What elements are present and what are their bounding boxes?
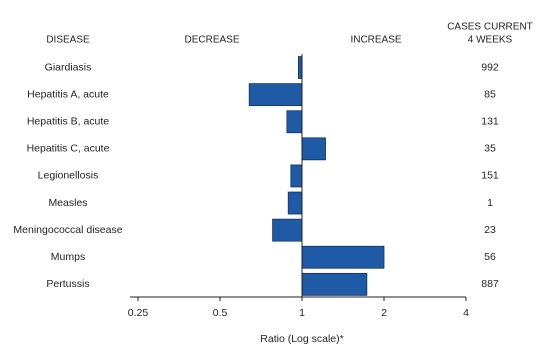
x-tick-label: 1	[299, 307, 305, 319]
category-label: Mumps	[51, 251, 85, 263]
category-label: Hepatitis B, acute	[27, 116, 109, 128]
category-label: Pertussis	[46, 278, 89, 290]
x-tick-label: 2	[381, 307, 387, 319]
bar	[301, 272, 368, 296]
cases-value: 35	[484, 143, 496, 155]
header-cases: CASES CURRENT	[447, 22, 533, 33]
bar	[286, 110, 303, 134]
category-label: Hepatitis C, acute	[27, 143, 110, 155]
cases-value: 1	[487, 197, 493, 209]
category-label: Meningococcal disease	[13, 224, 122, 236]
header-increase: INCREASE	[350, 35, 401, 46]
bar	[301, 137, 326, 161]
header-cases: 4 WEEKS	[468, 35, 513, 46]
bar	[248, 83, 303, 107]
x-axis-label: Ratio (Log scale)*	[260, 333, 343, 345]
x-tick-label: 0.25	[128, 307, 149, 319]
cases-value: 85	[484, 88, 496, 100]
cases-value: 151	[481, 170, 499, 182]
bar	[301, 245, 385, 269]
x-tick-label: 4	[463, 307, 469, 319]
cases-value: 131	[481, 116, 499, 128]
category-label: Hepatitis A, acute	[27, 88, 109, 100]
x-tick-label: 0.5	[213, 307, 228, 319]
header-decrease: DECREASE	[184, 35, 239, 46]
bar	[287, 191, 303, 215]
category-label: Measles	[48, 197, 87, 209]
bar	[290, 164, 303, 188]
cases-value: 56	[484, 251, 496, 263]
cases-value: 23	[484, 224, 496, 236]
bar	[297, 56, 303, 79]
category-label: Giardiasis	[45, 61, 92, 73]
cases-value: 992	[481, 61, 499, 73]
bar	[272, 218, 303, 242]
header-disease: DISEASE	[46, 35, 90, 46]
category-label: Legionellosis	[38, 170, 99, 182]
cases-value: 887	[481, 278, 499, 290]
